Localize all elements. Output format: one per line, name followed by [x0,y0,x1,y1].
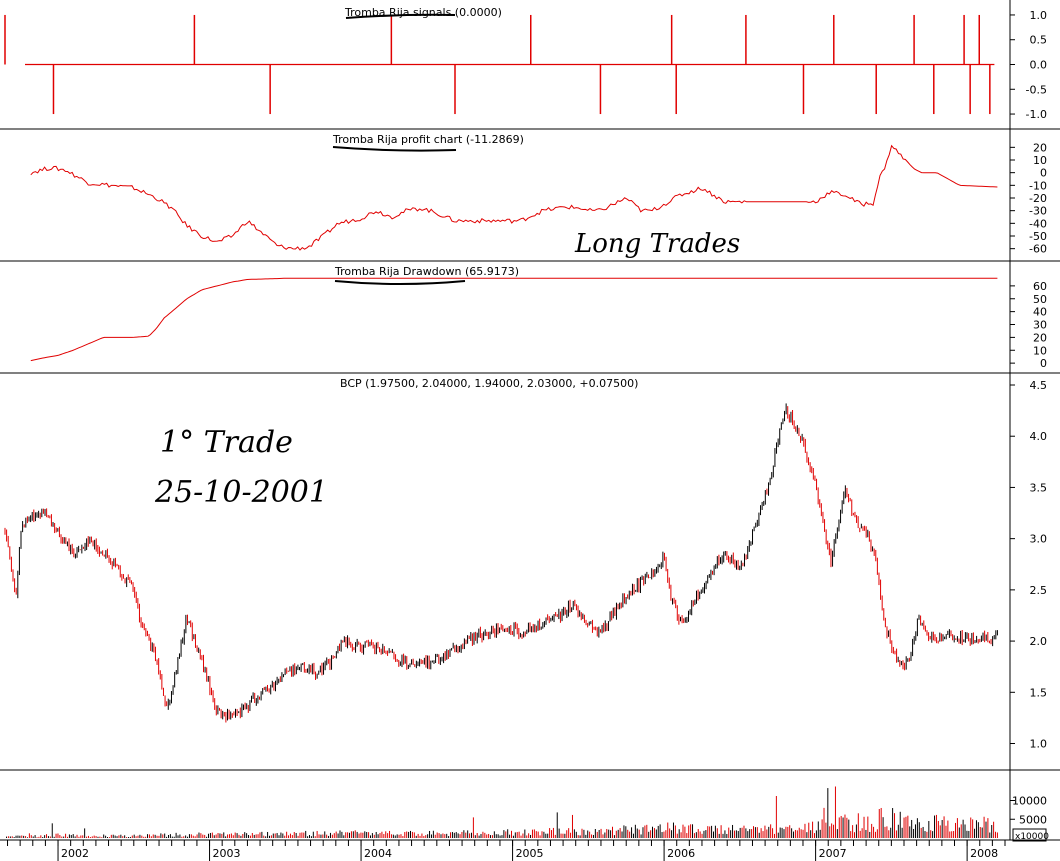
price-panel: BCP (1.97500, 2.04000, 1.94000, 2.03000,… [4,377,1048,751]
y-tick-label: -40 [1029,217,1047,230]
x-tick-label: 2006 [667,847,695,860]
profit-title: Tromba Rija profit chart (-11.2869) [332,133,524,146]
y-tick-label: 50 [1033,293,1047,306]
profit-line [30,144,998,251]
first-trade-annotation: 1° Trade [160,425,293,460]
x-tick-label: 2003 [213,847,241,860]
price-title: BCP (1.97500, 2.04000, 1.94000, 2.03000,… [340,377,638,390]
panel-frames [0,0,1060,841]
y-tick-label: -30 [1029,205,1047,218]
profit-title-underline [332,146,457,152]
y-tick-label: 2.0 [1030,635,1048,648]
x-axis: 2002 2003 2004 2005 2006 2007 2008 [0,839,1060,861]
x-tick-label: 2005 [516,847,544,860]
y-tick-label: 10 [1033,344,1047,357]
y-tick-label: 0 [1040,167,1047,180]
drawdown-title-underline [334,280,466,285]
x-tick-label: 2004 [364,847,392,860]
y-tick-label: -60 [1029,243,1047,256]
y-tick-label: -1.0 [1026,108,1047,121]
y-tick-label: -20 [1029,192,1047,205]
y-tick-label: -10 [1029,179,1047,192]
y-tick-label: 0.5 [1030,34,1048,47]
x-tick-label: 2002 [61,847,89,860]
profit-panel: Tromba Rija profit chart (-11.2869) 2010… [30,133,1047,256]
x-tick-label: 2007 [819,847,847,860]
drawdown-title: Tromba Rija Drawdown (65.9173) [334,265,519,278]
drawdown-panel: Tromba Rija Drawdown (65.9173) 605040302… [30,265,1047,370]
y-tick-label: 20 [1033,331,1047,344]
volume-unit-label: x10000 [1015,832,1049,842]
y-tick-label: 0.0 [1030,59,1048,72]
y-tick-label: 40 [1033,306,1047,319]
volume-unit-box [1012,828,1047,842]
volume-panel: 10000 5000 x10000 [6,786,1049,842]
y-tick-label: 2.5 [1030,584,1048,597]
y-tick-label: 4.5 [1030,379,1048,392]
y-tick-label: 30 [1033,319,1047,332]
y-tick-label: -0.5 [1026,83,1047,96]
y-tick-label: -50 [1029,230,1047,243]
signals-panel: Tromba Rija signals (0.0000) 1.00.50.0-0… [4,6,1048,121]
long-trades-annotation: Long Trades [574,229,740,259]
y-tick-label: 3.5 [1030,481,1048,494]
y-tick-label: 5000 [1019,813,1047,826]
y-tick-label: 10000 [1012,795,1047,808]
drawdown-line [30,277,998,362]
y-tick-label: 3.0 [1030,533,1048,546]
y-tick-label: 1.0 [1030,9,1048,22]
x-tick-label: 2008 [970,847,998,860]
y-tick-label: 1.0 [1030,738,1048,751]
y-tick-label: 0 [1040,357,1047,370]
y-tick-label: 20 [1033,141,1047,154]
y-tick-label: 4.0 [1030,430,1048,443]
y-tick-label: 60 [1033,280,1047,293]
first-trade-date-annotation: 25-10-2001 [154,475,328,510]
y-tick-label: 1.5 [1030,686,1048,699]
signals-title-underline [345,13,456,19]
title-underlines [332,13,466,285]
y-tick-label: 10 [1033,154,1047,167]
